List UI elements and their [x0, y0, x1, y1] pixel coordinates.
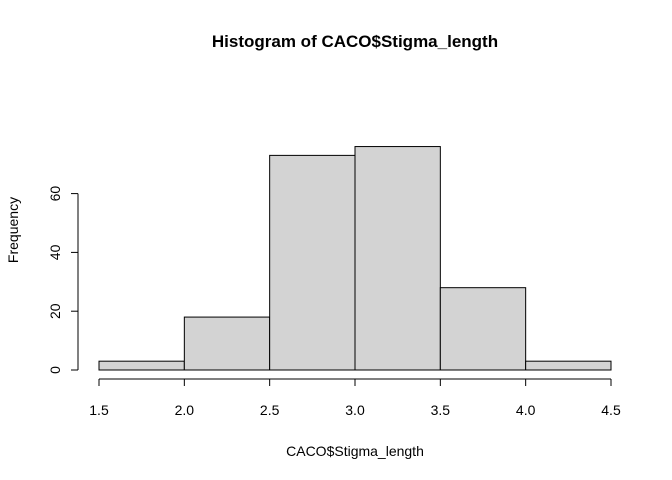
- y-tick-label: 60: [47, 186, 63, 202]
- y-axis: 0 20 40 60: [47, 186, 79, 374]
- x-axis: 1.5 2.0 2.5 3.0 3.5 4.0 4.5: [89, 378, 621, 418]
- histogram-bar-1: [98, 360, 185, 371]
- histogram-bar-6: [525, 360, 612, 371]
- x-tick-label: 3.5: [431, 402, 451, 418]
- x-tick-label: 4.0: [516, 402, 536, 418]
- x-tick-label: 4.5: [601, 402, 621, 418]
- chart-title: Histogram of CACO$Stigma_length: [212, 32, 498, 51]
- x-tick-label: 2.0: [175, 402, 195, 418]
- histogram-bar-4: [354, 146, 441, 371]
- x-tick-label: 1.5: [89, 402, 109, 418]
- y-tick-label: 0: [47, 366, 63, 374]
- histogram-bar-3: [269, 154, 356, 371]
- y-tick-label: 40: [47, 244, 63, 260]
- bars-group: [98, 146, 612, 371]
- x-tick-label: 3.0: [345, 402, 365, 418]
- histogram-bar-2: [183, 316, 271, 371]
- x-tick-label: 2.5: [260, 402, 280, 418]
- y-tick-label: 20: [47, 303, 63, 319]
- y-axis-label: Frequency: [5, 197, 21, 263]
- histogram-bar-5: [439, 287, 527, 371]
- x-axis-label: CACO$Stigma_length: [286, 443, 424, 459]
